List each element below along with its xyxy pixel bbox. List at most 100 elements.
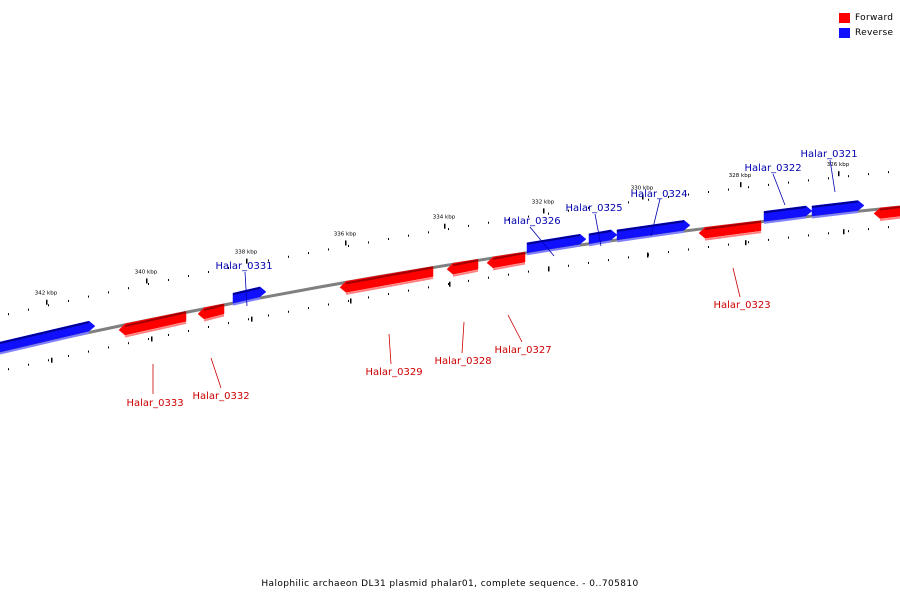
major-tick [151, 336, 153, 342]
forward-gene-arrow [486, 251, 526, 271]
minor-tick [428, 286, 429, 289]
tick-label: 342 kbp [35, 291, 58, 297]
minor-tick [648, 198, 649, 201]
major-tick [548, 266, 550, 272]
minor-tick [488, 221, 489, 224]
minor-tick [608, 259, 609, 262]
gene-label: Halar_0333 [126, 398, 183, 409]
minor-tick [588, 206, 589, 209]
minor-tick [108, 346, 109, 349]
major-tick [350, 298, 352, 304]
label-connector [772, 173, 786, 206]
minor-tick [268, 314, 269, 317]
minor-tick [628, 256, 629, 259]
minor-tick [388, 293, 389, 296]
minor-tick [748, 241, 749, 244]
minor-tick [528, 270, 529, 273]
forward-gene-arrow [873, 205, 900, 222]
tick-label: 328 kbp [729, 173, 752, 179]
reverse-gene-arrow [588, 229, 618, 247]
minor-tick [828, 232, 829, 235]
legend-label: Reverse [855, 27, 894, 38]
gene-label: Halar_0324 [630, 189, 687, 200]
gene-label: Halar_0323 [713, 300, 770, 311]
minor-tick [348, 244, 349, 247]
tick-label: 330 kbp [631, 186, 654, 192]
minor-tick [888, 171, 889, 174]
minor-tick [808, 179, 809, 182]
minor-tick [48, 304, 49, 307]
minor-tick [468, 224, 469, 227]
major-tick [246, 258, 248, 264]
tick-marks: 342 kbp 340 kbp 338 kbp 336 kbp 334 kbp 332 k… [8, 162, 889, 371]
minor-tick [148, 283, 149, 286]
minor-tick [848, 230, 849, 233]
forward-gene-arrow [698, 220, 762, 241]
tick-label: 326 kbp [827, 162, 850, 168]
minor-tick [228, 267, 229, 270]
minor-tick [448, 228, 449, 231]
minor-tick [508, 218, 509, 221]
minor-tick [788, 181, 789, 184]
forward-gene-arrow [118, 311, 187, 338]
minor-tick [228, 322, 229, 325]
minor-tick [28, 363, 29, 366]
minor-tick [808, 234, 809, 237]
minor-tick [308, 307, 309, 310]
minor-tick [108, 291, 109, 294]
minor-tick [708, 246, 709, 249]
reverse-gene-arrow [616, 220, 691, 243]
tick-label: 332 kbp [532, 199, 555, 205]
minor-tick [848, 175, 849, 178]
major-tick [838, 171, 840, 177]
minor-tick [868, 228, 869, 231]
minor-tick [408, 234, 409, 237]
major-tick [345, 240, 347, 246]
minor-tick [688, 248, 689, 251]
reverse-gene-arrow [0, 320, 96, 355]
label-connector [650, 198, 661, 237]
minor-tick [308, 252, 309, 255]
gene-label: Halar_0331 [215, 261, 272, 272]
label-connector [529, 226, 555, 257]
label-connector [829, 159, 836, 193]
minor-tick [548, 212, 549, 215]
minor-tick [368, 241, 369, 244]
gene-label: Halar_0328 [434, 356, 491, 367]
major-tick [51, 357, 53, 363]
minor-tick [8, 368, 9, 371]
reverse-gene-arrow [232, 286, 267, 306]
minor-tick [68, 354, 69, 357]
forward-gene-arrow [339, 266, 434, 295]
label-connector [461, 321, 465, 354]
tick-label: 336 kbp [334, 231, 357, 237]
minor-tick [528, 215, 529, 218]
gene-label: Halar_0332 [192, 391, 249, 402]
minor-tick [28, 308, 29, 311]
minor-tick [388, 238, 389, 241]
minor-tick [708, 191, 709, 194]
label-connector [210, 357, 222, 389]
forward-gene-arrow [197, 303, 225, 322]
minor-tick [68, 299, 69, 302]
map-caption: Halophilic archaeon DL31 plasmid phalar0… [261, 579, 639, 589]
label-connector [244, 271, 248, 307]
minor-tick [688, 193, 689, 196]
gene-label: Halar_0322 [744, 163, 801, 174]
label-connector [594, 213, 602, 247]
minor-tick [168, 278, 169, 281]
minor-tick [88, 295, 89, 298]
minor-tick [488, 276, 489, 279]
minor-tick [768, 183, 769, 186]
reverse-swatch [839, 27, 850, 38]
label-connector [507, 314, 523, 343]
minor-tick [608, 204, 609, 207]
forward-swatch [839, 12, 850, 23]
tick-label: 340 kbp [135, 269, 158, 275]
major-tick [46, 299, 48, 305]
minor-tick [568, 209, 569, 212]
minor-tick [508, 273, 509, 276]
minor-tick [348, 299, 349, 302]
minor-tick [248, 318, 249, 321]
